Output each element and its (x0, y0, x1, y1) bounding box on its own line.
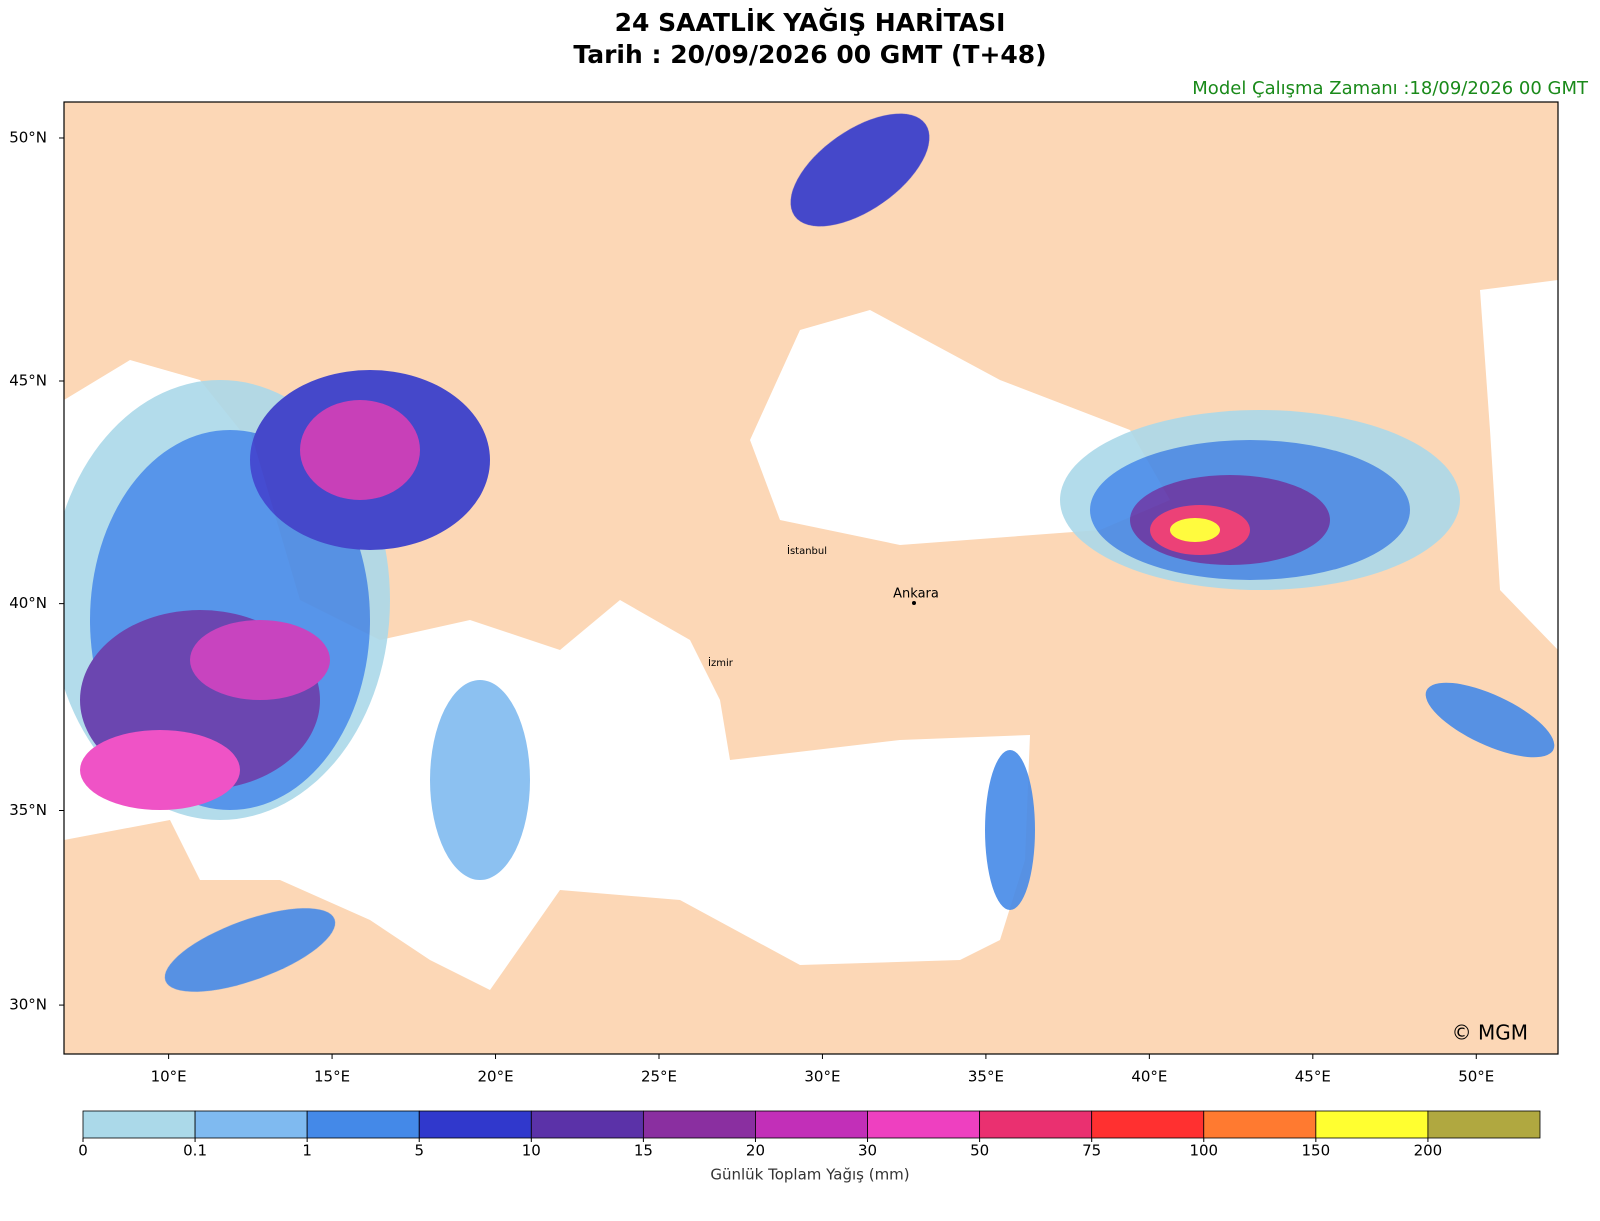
y-tick-label: 30°N (9, 996, 47, 1014)
title: 24 SAATLİK YAĞIŞ HARİTASI (615, 7, 1006, 37)
colorbar-tick-label: 75 (1082, 1142, 1101, 1160)
x-tick-label: 15°E (314, 1068, 350, 1086)
colorbar-bin (642, 1110, 756, 1139)
colorbar-bin (1315, 1110, 1429, 1139)
x-tick-label: 30°E (804, 1068, 840, 1086)
colorbar-tick-label: 30 (858, 1142, 877, 1160)
sea (64, 430, 1030, 990)
map-frame (63, 101, 1559, 1055)
y-tick-label: 45°N (9, 372, 47, 390)
x-tick-label: 40°E (1131, 1068, 1167, 1086)
city-marker (912, 601, 916, 605)
colorbar-tick-label: 5 (414, 1142, 424, 1160)
x-tick-label: 35°E (968, 1068, 1004, 1086)
colorbar-tick-label: 200 (1414, 1142, 1443, 1160)
colorbar-tick-label: 0.1 (183, 1142, 207, 1160)
colorbar-tick-label: 10 (522, 1142, 541, 1160)
colorbar-tick-label: 0 (78, 1142, 88, 1160)
x-tick-label: 10°E (151, 1068, 187, 1086)
colorbar-bin (306, 1110, 420, 1139)
colorbar-bin (755, 1110, 868, 1139)
colorbar-bin (194, 1110, 308, 1139)
run-time: Model Çalışma Zamanı :18/09/2026 00 GMT (1192, 78, 1589, 99)
y-tick-label: 35°N (9, 801, 47, 819)
colorbar-tick-label: 15 (634, 1142, 653, 1160)
colorbar-bin (867, 1110, 981, 1139)
y-tick-label: 40°N (9, 594, 47, 612)
colorbar-tick-label: 100 (1189, 1142, 1218, 1160)
x-tick-label: 25°E (641, 1068, 677, 1086)
copyright: © MGM (1452, 1021, 1528, 1045)
precipitation (64, 113, 1555, 992)
map-area: İstanbul Ankara İzmir © MGM (64, 102, 1558, 1054)
city-label: İstanbul (787, 544, 827, 557)
x-tick-label: 45°E (1295, 1068, 1331, 1086)
sea (1480, 280, 1558, 650)
colorbar-bin (418, 1110, 532, 1139)
y-tick-label: 50°N (9, 128, 47, 146)
colorbar-bin (1427, 1110, 1541, 1139)
colorbar-bin (1091, 1110, 1205, 1139)
colorbar-label: Günlük Toplam Yağış (mm) (710, 1166, 909, 1184)
colorbar-tick-label: 1 (302, 1142, 312, 1160)
colorbar-bin (530, 1110, 644, 1139)
subtitle: Tarih : 20/09/2026 00 GMT (T+48) (573, 40, 1046, 69)
colorbar-bin (979, 1110, 1093, 1139)
colorbar-bin (1203, 1110, 1317, 1139)
colorbar-bin (82, 1110, 196, 1139)
colorbar-tick-label: 150 (1302, 1142, 1331, 1160)
colorbar-tick-label: 20 (746, 1142, 765, 1160)
city-label: Ankara (893, 587, 939, 602)
city-label: İzmir (708, 656, 734, 669)
x-tick-label: 20°E (477, 1068, 513, 1086)
colorbar-tick-label: 50 (970, 1142, 989, 1160)
x-tick-label: 50°E (1458, 1068, 1494, 1086)
